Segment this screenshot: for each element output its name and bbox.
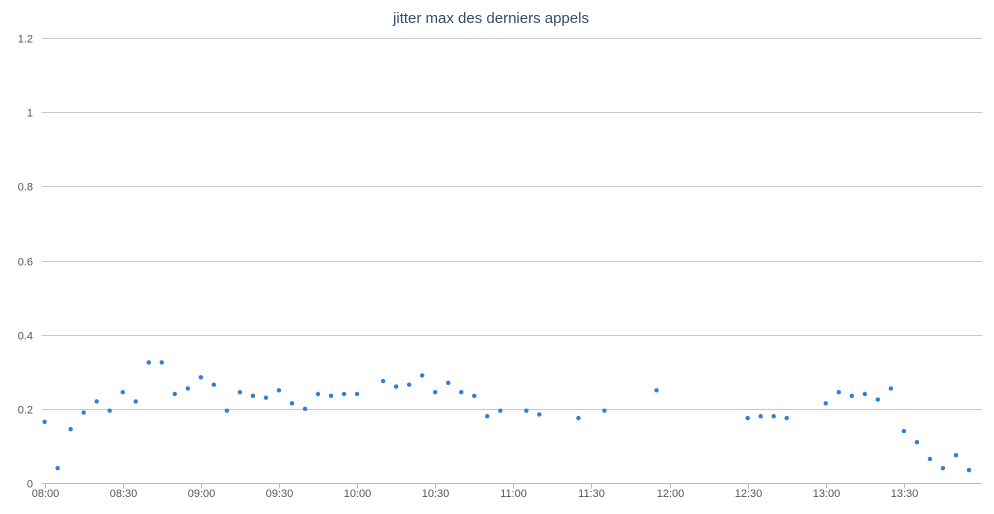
y-tick-label: 1	[27, 108, 33, 120]
data-point	[302, 406, 308, 412]
data-point	[836, 389, 841, 395]
data-point	[172, 391, 177, 397]
x-tick-label: 12:30	[735, 488, 763, 500]
data-point	[823, 401, 828, 406]
data-point	[224, 408, 230, 413]
x-tick-label: 10:00	[344, 488, 372, 500]
data-point	[875, 397, 881, 402]
data-point	[94, 399, 99, 404]
data-point	[237, 389, 243, 395]
y-axis-tick-labels: 0 0.2 0.4 0.6 0.8 1 1.2	[18, 34, 33, 491]
x-tick-label: 08:00	[32, 488, 60, 500]
data-point	[472, 393, 477, 399]
data-point	[966, 467, 972, 473]
data-point	[498, 408, 503, 413]
x-tick-label: 09:00	[188, 488, 216, 500]
data-point	[198, 375, 204, 380]
data-point	[771, 414, 776, 419]
data-point	[459, 389, 464, 395]
data-point	[745, 415, 750, 421]
data-point	[276, 388, 282, 393]
axis-layer	[42, 483, 982, 489]
data-point	[419, 373, 425, 378]
data-point	[341, 391, 347, 397]
y-tick-label: 0.8	[18, 182, 33, 194]
data-point	[888, 386, 894, 391]
y-tick-label: 0	[27, 479, 33, 491]
data-point	[524, 408, 529, 413]
data-point	[354, 391, 360, 397]
data-point	[927, 456, 933, 462]
data-point	[315, 391, 321, 397]
data-point	[576, 415, 581, 421]
data-point	[81, 410, 86, 415]
data-point	[940, 465, 946, 471]
x-tick-label: 13:30	[891, 488, 919, 500]
data-points	[42, 360, 972, 473]
data-point	[914, 440, 920, 445]
x-tick-label: 11:00	[500, 488, 527, 500]
data-point	[393, 384, 399, 389]
data-point	[784, 415, 789, 421]
x-tick-label: 09:30	[266, 488, 294, 500]
data-point	[901, 428, 907, 434]
data-point	[120, 389, 125, 395]
data-point	[68, 427, 73, 432]
data-point	[654, 388, 659, 393]
data-point	[328, 393, 334, 399]
x-tick-label: 11:30	[578, 488, 605, 500]
data-point	[432, 389, 438, 395]
x-tick-label: 08:30	[110, 488, 138, 500]
y-tick-label: 1.2	[18, 34, 33, 46]
x-tick-label: 12:00	[657, 488, 685, 500]
data-point	[55, 465, 60, 471]
data-point	[159, 360, 164, 365]
data-point	[133, 399, 138, 404]
data-point	[862, 391, 868, 397]
data-point	[953, 452, 959, 458]
grid-layer	[42, 38, 982, 410]
data-point	[263, 395, 269, 400]
x-tick-label: 13:00	[813, 488, 841, 500]
data-point	[211, 382, 217, 387]
data-point	[250, 393, 256, 399]
y-tick-label: 0.6	[18, 257, 33, 269]
data-point	[485, 414, 490, 419]
data-point	[289, 401, 295, 406]
data-point	[849, 393, 855, 399]
data-point	[146, 360, 151, 365]
data-point	[406, 382, 412, 387]
data-point	[602, 408, 607, 413]
y-tick-label: 0.2	[18, 405, 33, 417]
data-point	[185, 386, 191, 391]
x-tick-label: 10:30	[422, 488, 450, 500]
data-point	[537, 412, 542, 417]
data-point	[380, 378, 386, 384]
data-point	[42, 419, 47, 425]
data-point	[107, 408, 112, 413]
chart-title: jitter max des derniers appels	[392, 10, 589, 27]
data-point	[446, 380, 451, 386]
x-axis-tick-labels: 08:00 08:30 09:00 09:30 10:00 10:30 11:00 11:30…	[32, 488, 919, 500]
data-point	[758, 414, 763, 419]
y-tick-label: 0.4	[18, 331, 33, 343]
